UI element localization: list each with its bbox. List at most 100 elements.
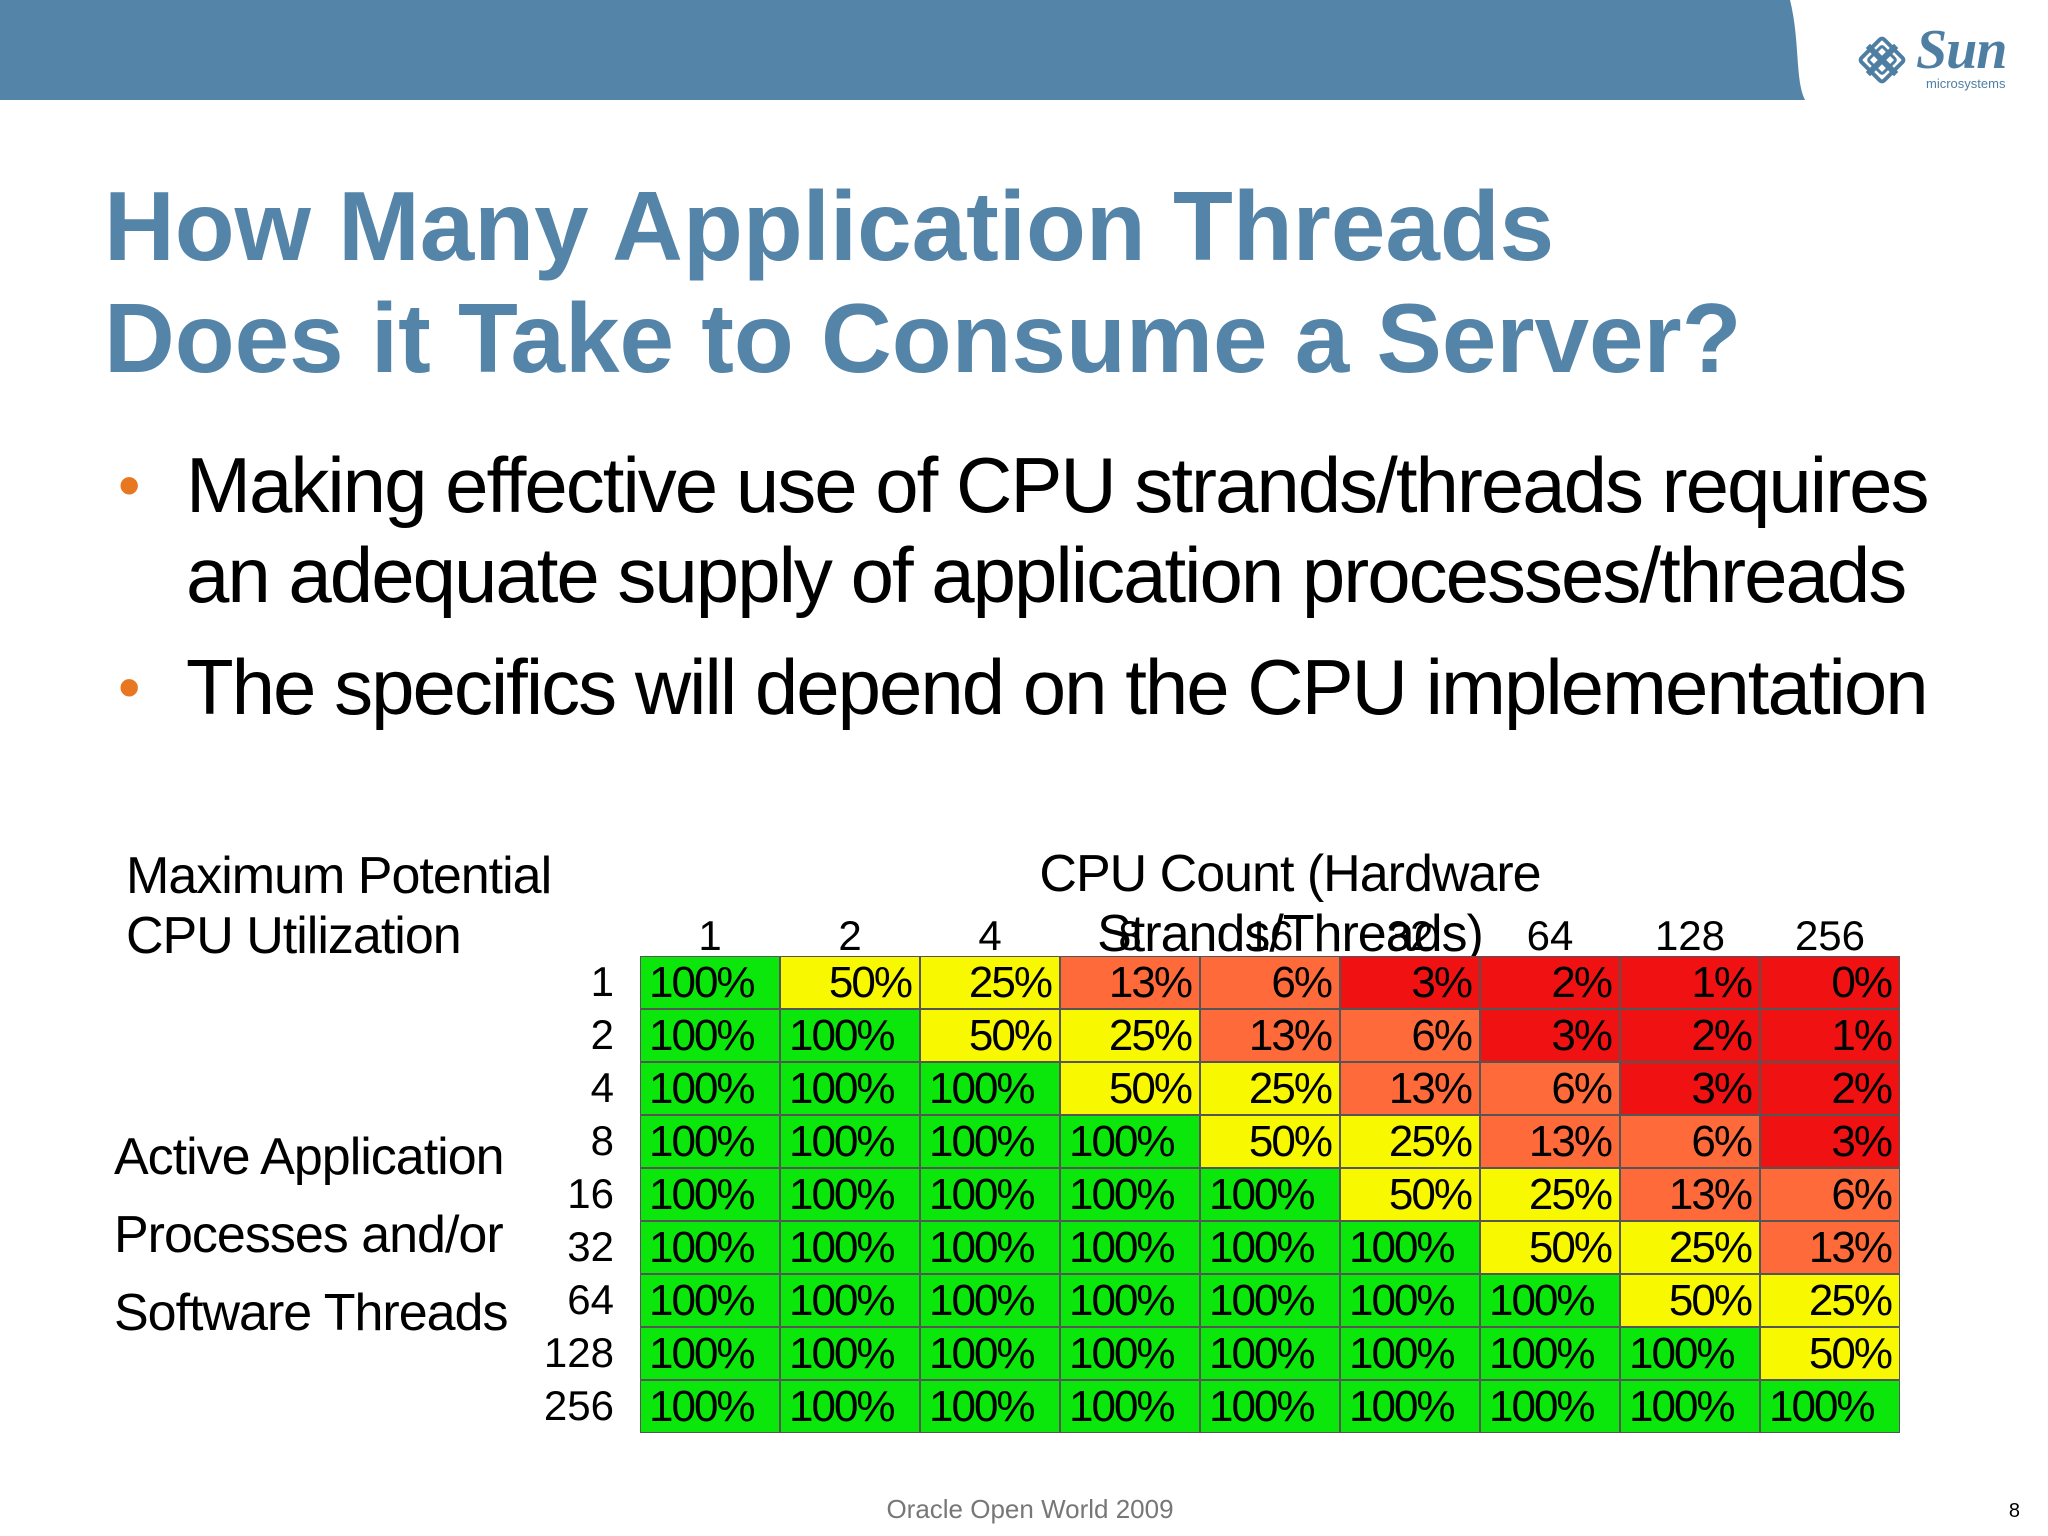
grid-cell: 13% xyxy=(1620,1168,1760,1221)
row-header: 256 xyxy=(543,1382,614,1429)
grid-cell: 3% xyxy=(1620,1062,1760,1115)
grid-cell: 100% xyxy=(1200,1168,1340,1221)
bullet-dot-icon: • xyxy=(118,449,140,521)
column-header: 128 xyxy=(1654,912,1726,959)
corner-label: Maximum Potential CPU Utilization xyxy=(126,846,566,966)
grid-cell: 100% xyxy=(780,1274,920,1327)
grid-cell: 100% xyxy=(640,956,780,1009)
sun-logo-word: Sun xyxy=(1916,19,2007,81)
grid-cell: 13% xyxy=(1060,956,1200,1009)
grid-cell: 0% xyxy=(1760,956,1900,1009)
bullet-text-line1: The specifics will depend on the CPU imp… xyxy=(186,643,1929,731)
grid-cell: 100% xyxy=(1340,1380,1480,1433)
grid-cell: 50% xyxy=(1620,1274,1760,1327)
grid-cell: 100% xyxy=(1760,1380,1900,1433)
row-header: 16 xyxy=(567,1170,614,1217)
bullet-text-line2: an adequate supply of application proces… xyxy=(186,531,1907,619)
grid-cell: 25% xyxy=(1060,1009,1200,1062)
footer-text: Oracle Open World 2009 xyxy=(886,1494,1174,1524)
grid-cell: 100% xyxy=(1620,1327,1760,1380)
grid-cell: 100% xyxy=(920,1327,1060,1380)
bullet-text-line1: Making effective use of CPU strands/thre… xyxy=(186,441,1929,529)
grid-cell: 100% xyxy=(1340,1274,1480,1327)
grid-cell: 50% xyxy=(1060,1062,1200,1115)
grid-cell: 1% xyxy=(1620,956,1760,1009)
column-header: 64 xyxy=(1526,912,1574,959)
grid-cell: 100% xyxy=(920,1274,1060,1327)
grid-cell: 100% xyxy=(1060,1327,1200,1380)
grid-cell: 6% xyxy=(1480,1062,1620,1115)
bullet-item: • Making effective use of CPU strands/th… xyxy=(110,440,2010,620)
column-header: 8 xyxy=(1118,912,1142,959)
grid-cell: 6% xyxy=(1620,1115,1760,1168)
grid-cell: 100% xyxy=(780,1221,920,1274)
grid-cell: 100% xyxy=(780,1009,920,1062)
column-header: 2 xyxy=(838,912,862,959)
grid-cell: 13% xyxy=(1480,1115,1620,1168)
utilization-grid: 100% 50% 25% 13% 6% 3% 2% 1% 0% 100% 100% 50% 25% 13%… xyxy=(640,956,1900,1433)
row-axis-label-line1: Active Application xyxy=(114,1128,505,1186)
grid-cell: 100% xyxy=(1060,1168,1200,1221)
row-axis-label-line2: Processes and/or xyxy=(114,1206,504,1264)
grid-cell: 100% xyxy=(1200,1327,1340,1380)
grid-cell: 100% xyxy=(1620,1380,1760,1433)
grid-cell: 3% xyxy=(1480,1009,1620,1062)
row-header: 1 xyxy=(590,958,614,1005)
grid-cell: 25% xyxy=(1340,1115,1480,1168)
grid-cell: 100% xyxy=(640,1274,780,1327)
grid-cell: 100% xyxy=(1480,1380,1620,1433)
grid-cell: 100% xyxy=(1340,1221,1480,1274)
grid-cell: 100% xyxy=(920,1062,1060,1115)
column-header: 32 xyxy=(1386,912,1434,959)
grid-cell: 100% xyxy=(1340,1327,1480,1380)
sun-logo-sub: microsystems xyxy=(1926,76,2006,91)
grid-cell: 100% xyxy=(780,1062,920,1115)
column-header: 256 xyxy=(1794,912,1866,959)
grid-cell: 100% xyxy=(780,1115,920,1168)
grid-cell: 50% xyxy=(1760,1327,1900,1380)
grid-cell: 2% xyxy=(1620,1009,1760,1062)
grid-cell: 100% xyxy=(780,1380,920,1433)
grid-cell: 100% xyxy=(1200,1221,1340,1274)
grid-cell: 100% xyxy=(640,1062,780,1115)
grid-cell: 25% xyxy=(1760,1274,1900,1327)
bullet-dot-icon: • xyxy=(118,651,140,723)
slide-title-line2: Does it Take to Consume a Server? xyxy=(104,283,1742,393)
grid-cell: 100% xyxy=(640,1009,780,1062)
grid-cell: 100% xyxy=(640,1168,780,1221)
sun-logo-icon xyxy=(1858,36,1906,84)
column-axis-label: CPU Count (Hardware Strands/Threads) xyxy=(1039,845,1541,963)
grid-cell: 3% xyxy=(1760,1115,1900,1168)
grid-cell: 100% xyxy=(920,1380,1060,1433)
grid-cell: 25% xyxy=(1620,1221,1760,1274)
grid-cell: 50% xyxy=(780,956,920,1009)
grid-cell: 100% xyxy=(1060,1221,1200,1274)
corner-label-line2: CPU Utilization xyxy=(126,907,462,965)
grid-cell: 25% xyxy=(920,956,1060,1009)
grid-cell: 100% xyxy=(1060,1115,1200,1168)
grid-cell: 100% xyxy=(780,1327,920,1380)
grid-cell: 100% xyxy=(1200,1380,1340,1433)
grid-cell: 1% xyxy=(1760,1009,1900,1062)
grid-cell: 25% xyxy=(1480,1168,1620,1221)
grid-cell: 50% xyxy=(1200,1115,1340,1168)
grid-cell: 100% xyxy=(1480,1274,1620,1327)
row-header: 8 xyxy=(590,1117,614,1164)
grid-cell: 100% xyxy=(1060,1274,1200,1327)
grid-cell: 50% xyxy=(1480,1221,1620,1274)
grid-cell: 100% xyxy=(640,1380,780,1433)
column-header: 4 xyxy=(978,912,1002,959)
grid-cell: 6% xyxy=(1760,1168,1900,1221)
grid-cell: 100% xyxy=(1200,1274,1340,1327)
row-axis-label-line3: Software Threads xyxy=(114,1284,508,1342)
grid-cell: 100% xyxy=(920,1221,1060,1274)
grid-cell: 50% xyxy=(1340,1168,1480,1221)
grid-cell: 100% xyxy=(640,1115,780,1168)
corner-label-line1: Maximum Potential xyxy=(126,847,552,905)
page-number: 8 xyxy=(2008,1500,2020,1522)
column-header: 1 xyxy=(698,912,722,959)
row-header: 64 xyxy=(567,1276,614,1323)
row-header: 128 xyxy=(543,1329,614,1376)
row-header: 4 xyxy=(590,1064,614,1111)
grid-cell: 100% xyxy=(1060,1380,1200,1433)
